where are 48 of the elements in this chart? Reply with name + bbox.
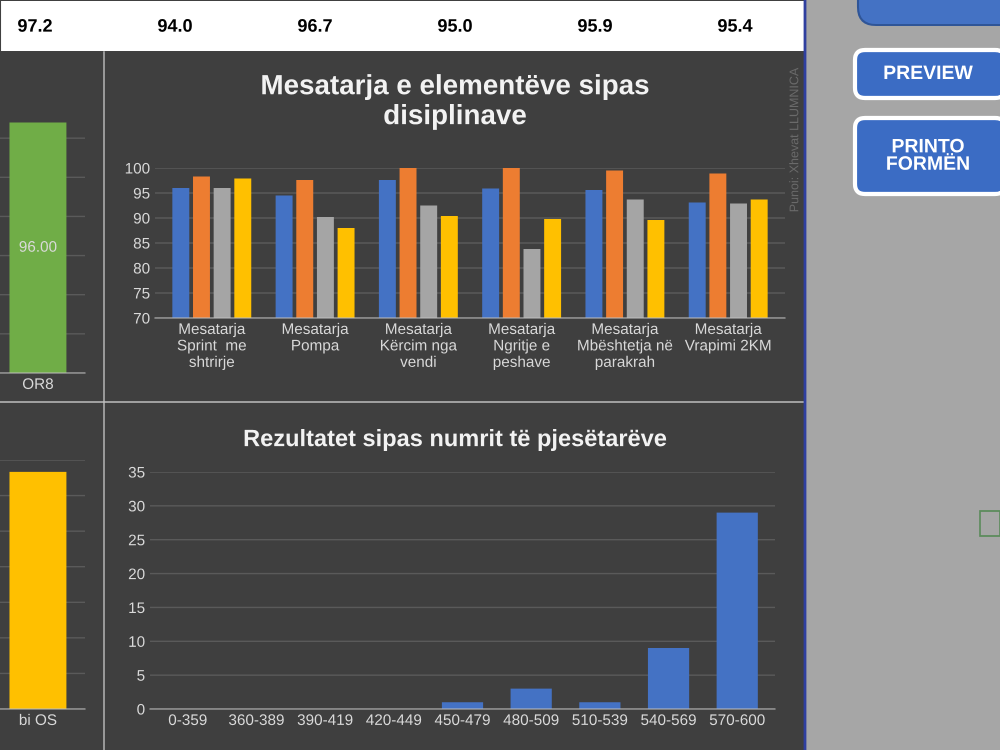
x-tick-label: bi OS [20,714,56,726]
x-tick-label: Mesatarja Vrapimi 2KM [684,322,770,354]
chart-title: Mesatarja e elementëve sipas disiplinave [262,74,648,130]
x-tick-label: 360-389 [229,714,284,726]
x-tick-label: Mesatarja Sprint me shtrirje [178,322,246,370]
x-tick-label: Mesatarja Kërcim nga vendi [380,322,457,367]
x-tick-label: 0-359 [168,714,207,726]
bar [648,648,690,709]
x-tick-label: 480-509 [504,714,558,726]
text: 95.0 [438,19,472,32]
x-tick-label: 570-600 [710,714,765,726]
y-tick-label: 0 [137,704,145,715]
x-tick-label: OR8 [22,378,53,390]
text: PRINTO FORMËN [887,138,969,170]
bar [716,512,758,709]
y-tick-label: 75 [134,288,150,299]
x-tick-label: 510-539 [572,714,628,726]
bar [442,702,484,709]
x-tick-label: Mesatarja Mbështetja në parakrah [578,322,672,370]
chart-title: Rezultatet sipas numrit të pjesëtarëve [244,428,666,452]
x-tick-label: 390-419 [298,714,352,726]
y-tick-label: 5 [137,670,144,681]
x-tick-label: 450-479 [434,714,490,726]
x-tick-label: 420-449 [366,714,422,726]
y-tick-label: 95 [134,188,150,199]
text: 95.9 [578,19,612,32]
y-tick-label: 15 [129,602,144,614]
x-tick-label: Mesatarja Ngritje e peshave [489,322,556,370]
bar [510,688,552,709]
y-tick-label: 25 [128,534,144,546]
text: PREVIEW [884,66,973,80]
x-tick-label: 540-569 [641,714,696,726]
y-tick-label: 20 [128,568,145,580]
y-tick-label: 90 [134,212,150,224]
y-tick-label: 70 [134,312,150,324]
text: 96.7 [298,19,332,32]
text: 94.0 [158,19,192,32]
bar [579,702,620,709]
y-tick-label: 10 [129,636,145,647]
y-tick-label: 85 [134,238,150,249]
y-tick-label: 80 [134,262,150,274]
y-tick-label: 100 [126,162,150,174]
data-label: 96.00 [20,241,56,252]
text: 97.2 [18,19,52,32]
y-tick-label: 35 [128,466,144,478]
y-tick-label: 30 [128,500,145,512]
text: 95.4 [718,19,752,32]
x-tick-label: Mesatarja Pompa [282,322,349,354]
